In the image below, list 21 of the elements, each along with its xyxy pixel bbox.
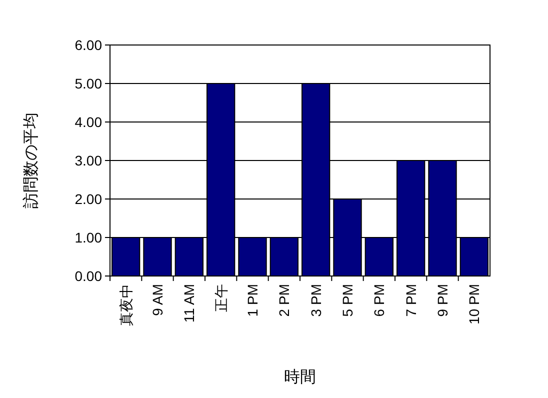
y-tick-label: 5.00 (74, 76, 102, 92)
y-tick-label: 4.00 (74, 114, 102, 130)
y-tick-label: 1.00 (74, 230, 102, 246)
x-axis-title: 時間 (284, 368, 316, 386)
x-tick-label: 9 PM (434, 284, 450, 317)
y-tick-label: 3.00 (74, 152, 102, 168)
y-axis-title: 訪問数の平均 (22, 112, 40, 208)
y-tick-label: 2.00 (74, 191, 102, 207)
x-tick-label: 9 AM (150, 284, 166, 316)
x-tick-label: 5 PM (340, 284, 356, 317)
x-tick-label: 2 PM (276, 284, 292, 317)
x-tick-label: 3 PM (308, 284, 324, 317)
x-tick-label: 正午 (212, 284, 229, 312)
x-tick-label: 7 PM (402, 284, 419, 317)
x-tick-label: 11 AM (181, 284, 198, 323)
x-tick-label: 1 PM (244, 284, 260, 317)
x-tick-label: 真夜中 (118, 284, 134, 326)
y-tick-label: 0.00 (74, 268, 102, 284)
x-tick-label: 6 PM (371, 284, 388, 317)
y-tick-label: 6.00 (74, 37, 102, 53)
x-tick-label: 10 PM (466, 284, 482, 324)
